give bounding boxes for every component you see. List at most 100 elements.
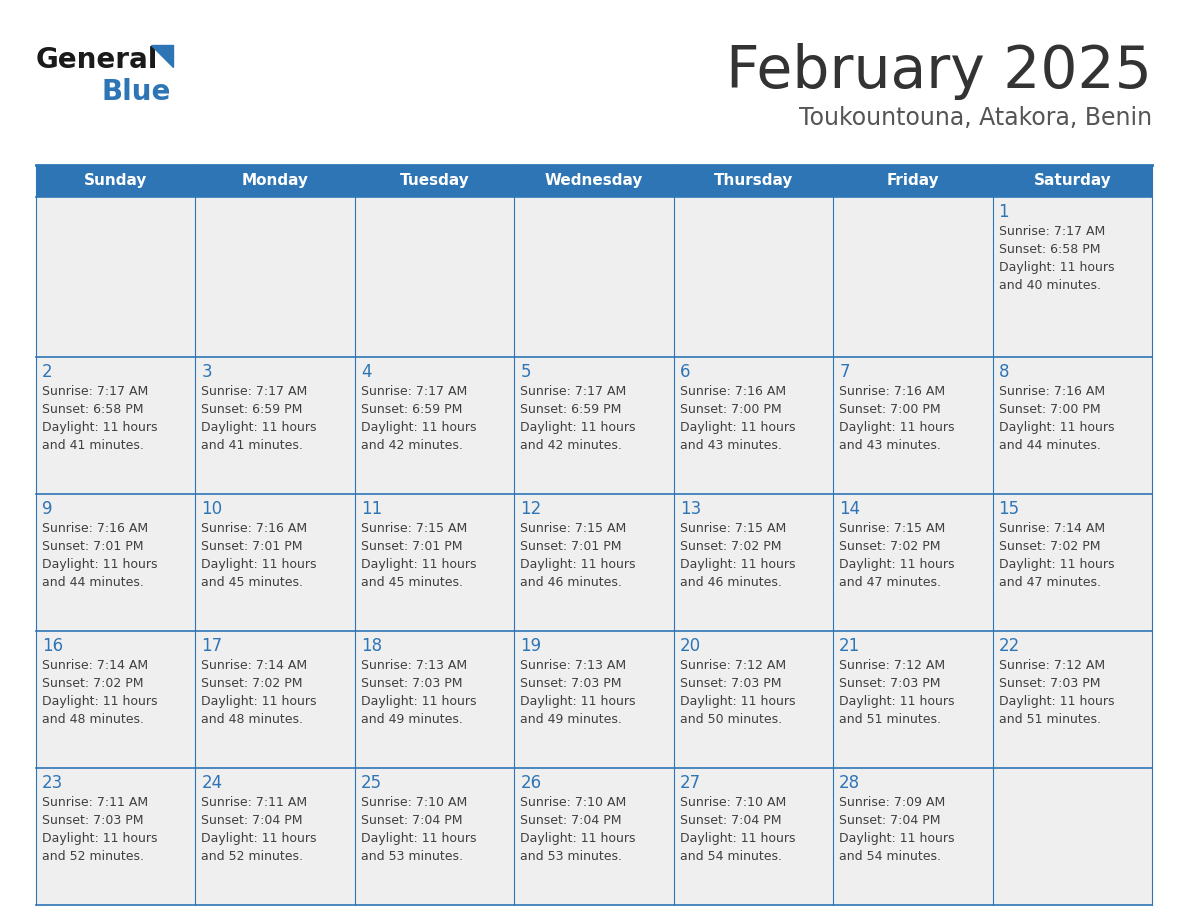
FancyBboxPatch shape bbox=[196, 494, 355, 631]
Text: Monday: Monday bbox=[241, 174, 309, 188]
Text: Sunset: 6:59 PM: Sunset: 6:59 PM bbox=[202, 403, 303, 416]
FancyBboxPatch shape bbox=[355, 197, 514, 357]
Text: Sunrise: 7:15 AM: Sunrise: 7:15 AM bbox=[361, 522, 467, 535]
Text: and 50 minutes.: and 50 minutes. bbox=[680, 713, 782, 726]
Text: Daylight: 11 hours: Daylight: 11 hours bbox=[202, 558, 317, 571]
Text: 25: 25 bbox=[361, 774, 383, 792]
Text: Sunrise: 7:17 AM: Sunrise: 7:17 AM bbox=[361, 385, 467, 398]
Text: Sunset: 7:04 PM: Sunset: 7:04 PM bbox=[361, 814, 462, 827]
Text: and 48 minutes.: and 48 minutes. bbox=[202, 713, 303, 726]
FancyBboxPatch shape bbox=[674, 165, 833, 197]
Text: and 43 minutes.: and 43 minutes. bbox=[680, 439, 782, 452]
Text: Daylight: 11 hours: Daylight: 11 hours bbox=[839, 832, 955, 845]
Text: Daylight: 11 hours: Daylight: 11 hours bbox=[520, 558, 636, 571]
Text: and 52 minutes.: and 52 minutes. bbox=[42, 850, 144, 863]
Text: February 2025: February 2025 bbox=[726, 43, 1152, 100]
Text: and 47 minutes.: and 47 minutes. bbox=[999, 576, 1100, 589]
Text: Daylight: 11 hours: Daylight: 11 hours bbox=[680, 558, 795, 571]
FancyBboxPatch shape bbox=[833, 631, 992, 768]
FancyBboxPatch shape bbox=[674, 357, 833, 494]
FancyBboxPatch shape bbox=[674, 494, 833, 631]
Text: Friday: Friday bbox=[886, 174, 940, 188]
Text: Sunset: 6:58 PM: Sunset: 6:58 PM bbox=[999, 243, 1100, 256]
Text: 13: 13 bbox=[680, 500, 701, 518]
FancyBboxPatch shape bbox=[196, 197, 355, 357]
Text: Sunrise: 7:12 AM: Sunrise: 7:12 AM bbox=[839, 659, 946, 672]
Text: 2: 2 bbox=[42, 363, 52, 381]
Text: Sunset: 7:01 PM: Sunset: 7:01 PM bbox=[361, 540, 462, 553]
FancyBboxPatch shape bbox=[196, 768, 355, 905]
Text: and 54 minutes.: and 54 minutes. bbox=[839, 850, 941, 863]
Text: 17: 17 bbox=[202, 637, 222, 655]
Text: Sunset: 7:03 PM: Sunset: 7:03 PM bbox=[999, 677, 1100, 690]
Text: Sunrise: 7:09 AM: Sunrise: 7:09 AM bbox=[839, 796, 946, 809]
Text: Daylight: 11 hours: Daylight: 11 hours bbox=[202, 421, 317, 434]
Text: 8: 8 bbox=[999, 363, 1009, 381]
FancyBboxPatch shape bbox=[355, 768, 514, 905]
Text: and 53 minutes.: and 53 minutes. bbox=[520, 850, 623, 863]
Text: Sunset: 6:59 PM: Sunset: 6:59 PM bbox=[520, 403, 621, 416]
Text: 16: 16 bbox=[42, 637, 63, 655]
FancyBboxPatch shape bbox=[196, 631, 355, 768]
Text: Sunset: 7:02 PM: Sunset: 7:02 PM bbox=[202, 677, 303, 690]
Text: and 53 minutes.: and 53 minutes. bbox=[361, 850, 463, 863]
Text: Sunrise: 7:10 AM: Sunrise: 7:10 AM bbox=[680, 796, 786, 809]
FancyBboxPatch shape bbox=[992, 631, 1152, 768]
Text: Sunrise: 7:17 AM: Sunrise: 7:17 AM bbox=[202, 385, 308, 398]
Text: and 41 minutes.: and 41 minutes. bbox=[42, 439, 144, 452]
Text: Sunset: 7:03 PM: Sunset: 7:03 PM bbox=[361, 677, 462, 690]
FancyBboxPatch shape bbox=[674, 768, 833, 905]
Text: Sunrise: 7:13 AM: Sunrise: 7:13 AM bbox=[361, 659, 467, 672]
Text: Blue: Blue bbox=[101, 78, 170, 106]
Text: and 49 minutes.: and 49 minutes. bbox=[520, 713, 623, 726]
FancyBboxPatch shape bbox=[36, 357, 196, 494]
Text: Daylight: 11 hours: Daylight: 11 hours bbox=[361, 695, 476, 708]
Text: 11: 11 bbox=[361, 500, 383, 518]
FancyBboxPatch shape bbox=[833, 768, 992, 905]
Text: and 46 minutes.: and 46 minutes. bbox=[520, 576, 623, 589]
Text: 28: 28 bbox=[839, 774, 860, 792]
Text: Wednesday: Wednesday bbox=[545, 174, 643, 188]
Text: Sunrise: 7:11 AM: Sunrise: 7:11 AM bbox=[42, 796, 148, 809]
Text: and 43 minutes.: and 43 minutes. bbox=[839, 439, 941, 452]
Text: and 42 minutes.: and 42 minutes. bbox=[361, 439, 463, 452]
Text: and 40 minutes.: and 40 minutes. bbox=[999, 279, 1100, 292]
Text: Sunset: 7:04 PM: Sunset: 7:04 PM bbox=[839, 814, 941, 827]
FancyBboxPatch shape bbox=[514, 768, 674, 905]
Text: Sunset: 7:00 PM: Sunset: 7:00 PM bbox=[839, 403, 941, 416]
Text: Sunrise: 7:16 AM: Sunrise: 7:16 AM bbox=[680, 385, 785, 398]
FancyBboxPatch shape bbox=[992, 165, 1152, 197]
Text: Sunset: 7:02 PM: Sunset: 7:02 PM bbox=[42, 677, 144, 690]
Text: Sunset: 6:59 PM: Sunset: 6:59 PM bbox=[361, 403, 462, 416]
Text: Daylight: 11 hours: Daylight: 11 hours bbox=[999, 695, 1114, 708]
Text: Sunrise: 7:17 AM: Sunrise: 7:17 AM bbox=[520, 385, 626, 398]
Text: Sunrise: 7:14 AM: Sunrise: 7:14 AM bbox=[202, 659, 308, 672]
Text: General: General bbox=[36, 46, 158, 74]
Text: Sunrise: 7:15 AM: Sunrise: 7:15 AM bbox=[839, 522, 946, 535]
FancyBboxPatch shape bbox=[514, 494, 674, 631]
Text: and 41 minutes.: and 41 minutes. bbox=[202, 439, 303, 452]
Text: Daylight: 11 hours: Daylight: 11 hours bbox=[680, 832, 795, 845]
Text: Sunset: 7:01 PM: Sunset: 7:01 PM bbox=[42, 540, 144, 553]
Text: Tuesday: Tuesday bbox=[399, 174, 469, 188]
Text: Saturday: Saturday bbox=[1034, 174, 1111, 188]
Text: Sunset: 7:03 PM: Sunset: 7:03 PM bbox=[680, 677, 782, 690]
Text: Thursday: Thursday bbox=[714, 174, 794, 188]
FancyBboxPatch shape bbox=[514, 357, 674, 494]
Text: and 44 minutes.: and 44 minutes. bbox=[999, 439, 1100, 452]
Text: and 42 minutes.: and 42 minutes. bbox=[520, 439, 623, 452]
FancyBboxPatch shape bbox=[514, 197, 674, 357]
Text: and 54 minutes.: and 54 minutes. bbox=[680, 850, 782, 863]
FancyBboxPatch shape bbox=[833, 357, 992, 494]
Text: and 48 minutes.: and 48 minutes. bbox=[42, 713, 144, 726]
Text: 21: 21 bbox=[839, 637, 860, 655]
Text: Daylight: 11 hours: Daylight: 11 hours bbox=[42, 695, 158, 708]
Text: Sunset: 7:02 PM: Sunset: 7:02 PM bbox=[680, 540, 782, 553]
Text: Daylight: 11 hours: Daylight: 11 hours bbox=[42, 832, 158, 845]
Polygon shape bbox=[151, 45, 173, 67]
Text: Daylight: 11 hours: Daylight: 11 hours bbox=[680, 695, 795, 708]
Text: Sunset: 7:01 PM: Sunset: 7:01 PM bbox=[520, 540, 621, 553]
Text: Sunrise: 7:12 AM: Sunrise: 7:12 AM bbox=[680, 659, 785, 672]
Text: Daylight: 11 hours: Daylight: 11 hours bbox=[999, 421, 1114, 434]
Text: Sunrise: 7:16 AM: Sunrise: 7:16 AM bbox=[202, 522, 308, 535]
